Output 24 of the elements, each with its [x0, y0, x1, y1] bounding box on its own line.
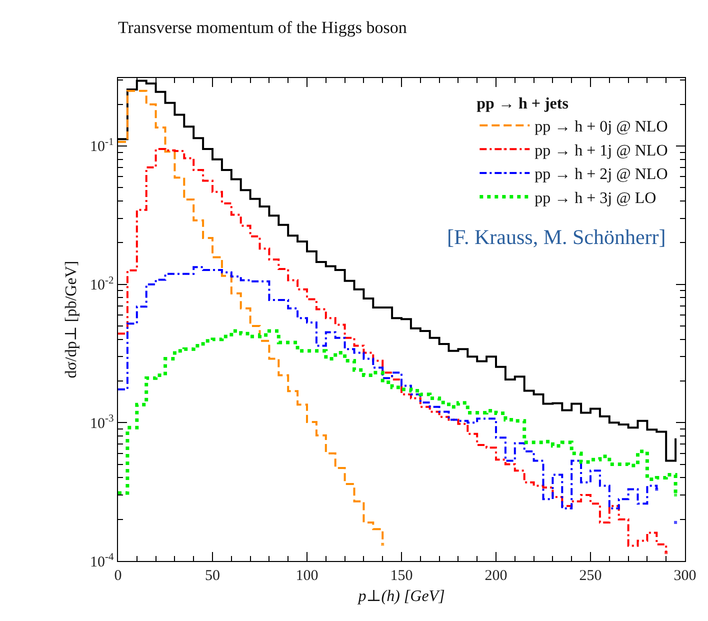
point [381, 542, 384, 546]
legend-label: pp → h + 0j @ NLO [534, 118, 668, 136]
y-tick-label: 10$^{-1}$ [90, 136, 114, 156]
x-tick-label: 300 [674, 568, 696, 584]
chart-title: Transverse momentum of the Higgs boson [118, 18, 408, 37]
point [674, 493, 678, 496]
y-tick-label: 10$^{-2}$ [90, 275, 114, 294]
y-tick-label: 10$^{-3}$ [90, 414, 114, 432]
point [655, 488, 658, 491]
legend-label: pp → h + 3j @ LO [534, 190, 656, 207]
x-tick-label: 250 [579, 568, 602, 584]
x-tick-label: 50 [205, 568, 220, 584]
legend-label: pp → h + 2j @ NLO [534, 166, 668, 184]
x-tick-label: 0 [114, 568, 122, 584]
y-axis-title: dσ/dp⊥ [pb/GeV] [62, 260, 80, 378]
legend-label: pp → h + 1j @ NLO [534, 142, 668, 160]
annotation: [F. Krauss, M. Schönherr] [447, 225, 666, 249]
x-tick-label: 150 [390, 568, 413, 584]
y-tick-label: 10$^{-4}$ [90, 552, 115, 570]
x-axis-title: p⊥(h) [GeV] [357, 588, 445, 605]
legend-title: pp → h + jets [476, 95, 568, 112]
x-tick-label: 200 [484, 568, 508, 584]
x-tick-label: 100 [296, 568, 318, 584]
point [664, 551, 668, 554]
